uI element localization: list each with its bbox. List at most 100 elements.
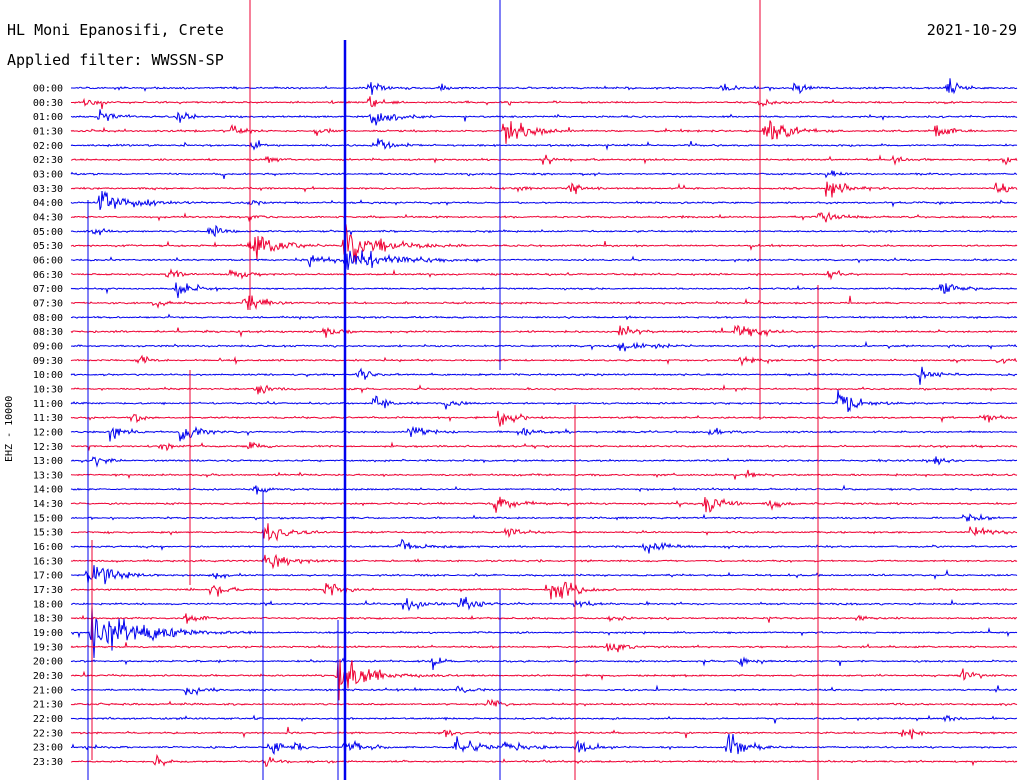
row-time-label: 05:00 xyxy=(33,227,63,238)
trace-row xyxy=(70,484,1018,495)
trace-row xyxy=(70,138,1018,151)
trace-row xyxy=(70,441,1018,452)
row-time-label: 12:30 xyxy=(33,442,63,453)
row-time-label: 22:30 xyxy=(33,728,63,739)
row-time-label: 02:30 xyxy=(33,155,63,166)
filter-label: Applied filter: WWSSN-SP xyxy=(7,51,224,69)
trace-row xyxy=(70,642,1018,653)
row-time-label: 23:30 xyxy=(33,757,63,768)
row-time-label: 14:00 xyxy=(33,485,63,496)
trace-row xyxy=(70,456,1018,468)
trace-row xyxy=(70,553,1018,570)
trace-row xyxy=(70,698,1018,707)
trace-row xyxy=(70,224,1018,238)
trace-row xyxy=(70,513,1018,522)
row-time-label: 15:30 xyxy=(33,528,63,539)
date-label: 2021-10-29 xyxy=(926,21,1017,39)
trace-row xyxy=(70,170,1018,179)
trace-row xyxy=(70,154,1018,166)
trace-row xyxy=(70,268,1018,281)
row-time-label: 05:30 xyxy=(33,241,63,252)
trace-row xyxy=(70,190,1018,211)
row-time-label: 20:30 xyxy=(33,671,63,682)
trace-row xyxy=(70,523,1018,542)
row-time-label: 10:30 xyxy=(33,384,63,395)
row-time-label: 14:30 xyxy=(33,499,63,510)
trace-row xyxy=(70,120,1018,144)
trace-row xyxy=(70,384,1018,395)
row-time-label: 11:00 xyxy=(33,399,63,410)
trace-row xyxy=(71,78,1018,95)
row-time-label: 22:00 xyxy=(33,714,63,725)
trace-row xyxy=(70,496,1018,513)
row-time-label: 07:00 xyxy=(33,284,63,295)
row-time-label: 19:30 xyxy=(33,642,63,653)
row-time-label: 12:00 xyxy=(33,427,63,438)
trace-row xyxy=(70,324,1018,338)
trace-row xyxy=(70,605,1018,658)
row-time-label: 01:00 xyxy=(33,112,63,123)
trace-row xyxy=(70,410,1018,427)
trace-row xyxy=(70,96,1018,110)
trace-row xyxy=(70,659,1018,701)
row-time-label: 21:30 xyxy=(33,700,63,711)
row-time-label: 00:30 xyxy=(33,98,63,109)
trace-row xyxy=(70,733,1018,760)
row-time-label: 17:00 xyxy=(33,571,63,582)
row-time-label: 03:00 xyxy=(33,169,63,180)
row-time-label: 09:00 xyxy=(33,341,63,352)
row-time-label: 18:00 xyxy=(33,599,63,610)
trace-row xyxy=(70,366,1018,385)
row-time-label: 10:00 xyxy=(33,370,63,381)
station-title: HL Moni Epanosifi, Crete xyxy=(7,21,224,39)
trace-row xyxy=(70,181,1018,198)
row-time-label: 23:00 xyxy=(33,743,63,754)
trace-row xyxy=(70,250,1018,270)
trace-row xyxy=(70,596,1018,612)
row-time-label: 11:30 xyxy=(33,413,63,424)
row-time-label: 00:00 xyxy=(33,84,63,95)
row-time-label: 08:30 xyxy=(33,327,63,338)
row-time-label: 20:00 xyxy=(33,657,63,668)
row-time-label: 13:30 xyxy=(33,470,63,481)
trace-row xyxy=(70,581,1018,600)
time-labels: 00:00 00:30 01:00 01:30 02:00 02:30 03:00 03:30… xyxy=(33,84,63,769)
trace-row xyxy=(70,469,1018,480)
row-time-label: 01:30 xyxy=(33,126,63,137)
trace-row xyxy=(70,295,1018,311)
row-time-label: 08:00 xyxy=(33,313,63,324)
row-time-label: 17:30 xyxy=(33,585,63,596)
row-time-label: 16:00 xyxy=(33,542,63,553)
trace-row xyxy=(70,753,1018,767)
trace-row xyxy=(70,726,1018,740)
trace-row xyxy=(70,109,1018,126)
trace-row xyxy=(70,684,1018,696)
trace-row xyxy=(70,538,1018,554)
row-time-label: 21:00 xyxy=(33,685,63,696)
row-time-label: 19:00 xyxy=(33,628,63,639)
row-time-label: 04:30 xyxy=(33,212,63,223)
trace-row xyxy=(70,282,1018,299)
row-time-label: 02:00 xyxy=(33,141,63,152)
trace-row xyxy=(70,313,1018,321)
row-time-label: 18:30 xyxy=(33,614,63,625)
row-time-label: 06:00 xyxy=(33,255,63,266)
row-time-label: 13:00 xyxy=(33,456,63,467)
row-time-label: 15:00 xyxy=(33,513,63,524)
row-time-label: 06:30 xyxy=(33,270,63,281)
row-time-label: 04:00 xyxy=(33,198,63,209)
helicorder-header: HL Moni Epanosifi, Crete Applied filter:… xyxy=(0,0,1024,80)
trace-lines xyxy=(70,0,1018,780)
row-time-label: 03:30 xyxy=(33,184,63,195)
trace-row xyxy=(70,211,1018,223)
trace-row xyxy=(70,389,1018,413)
row-time-label: 16:30 xyxy=(33,556,63,567)
trace-row xyxy=(70,224,1018,263)
trace-row xyxy=(70,565,1018,585)
trace-row xyxy=(70,613,1018,624)
row-time-label: 07:30 xyxy=(33,298,63,309)
trace-row xyxy=(70,354,1018,367)
trace-row xyxy=(70,340,1018,352)
row-time-label: 09:30 xyxy=(33,356,63,367)
